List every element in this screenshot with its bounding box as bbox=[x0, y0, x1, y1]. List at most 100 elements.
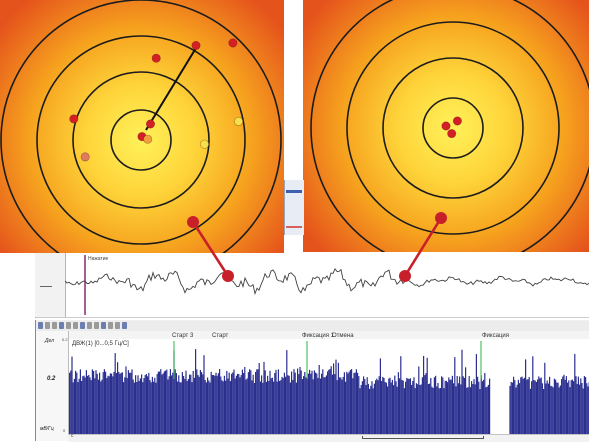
spectrum-bar bbox=[235, 379, 236, 435]
spectrum-bar bbox=[208, 381, 209, 435]
spectrum-bar bbox=[287, 375, 288, 434]
toolbar-button-13[interactable] bbox=[122, 322, 127, 329]
spectrum-bar bbox=[525, 359, 526, 434]
spectrum-bar bbox=[131, 369, 132, 434]
spectrum-bar bbox=[185, 371, 186, 434]
spectrum-bar bbox=[297, 369, 298, 434]
spectrum-bar bbox=[527, 379, 528, 434]
spectrum-bar bbox=[561, 379, 562, 434]
spectrum-bar bbox=[517, 385, 518, 434]
time-range-bracket[interactable] bbox=[362, 436, 484, 439]
toolbar-button-8[interactable] bbox=[87, 322, 92, 329]
spectrum-plot: ДВЖ(1) [0...0,5 Гц/С] bbox=[69, 339, 589, 434]
spectrum-bar bbox=[177, 382, 178, 435]
spectrum-bar bbox=[76, 373, 77, 434]
spectrum-bar bbox=[310, 374, 311, 434]
toolbar-button-5[interactable] bbox=[66, 322, 71, 329]
toolbar-button-4[interactable] bbox=[59, 322, 64, 329]
spectrum-bar bbox=[118, 372, 119, 434]
spectrum-bar bbox=[487, 387, 488, 434]
spectrum-bar bbox=[181, 382, 182, 434]
spectrum-bar bbox=[464, 378, 465, 434]
spectrum-bar bbox=[202, 374, 203, 434]
trace-line bbox=[65, 269, 589, 294]
spectrum-bar bbox=[151, 382, 152, 434]
spectrum-bar bbox=[572, 380, 573, 434]
spectrum-bar bbox=[556, 383, 557, 435]
spectrum-bar bbox=[451, 380, 452, 434]
spectrum-bar bbox=[230, 381, 231, 434]
spectrum-bar bbox=[164, 371, 165, 434]
spectrum-bar bbox=[241, 375, 242, 434]
spectrum-bar bbox=[531, 381, 532, 434]
spectrum-bar bbox=[466, 388, 467, 434]
spectrum-bar bbox=[98, 380, 99, 434]
spectrum-bar bbox=[191, 382, 192, 434]
spectrum-bar bbox=[513, 377, 514, 434]
spectrum-bar bbox=[124, 377, 125, 434]
spectrum-bar bbox=[346, 372, 347, 434]
spectrum-bar bbox=[207, 378, 208, 435]
scale-label-bottom: 0 bbox=[63, 428, 65, 433]
spectrum-bar bbox=[399, 378, 400, 434]
spectrum-bar bbox=[97, 374, 98, 434]
spectrum-bar bbox=[307, 379, 308, 434]
spectrum-bar bbox=[81, 381, 82, 434]
spectrum-bar bbox=[160, 369, 161, 434]
spectrum-bar bbox=[543, 389, 544, 434]
spectrum-bar bbox=[158, 372, 159, 434]
toolbar-button-9[interactable] bbox=[94, 322, 99, 329]
toolbar-button-2[interactable] bbox=[45, 322, 50, 329]
spectrum-bar bbox=[265, 370, 266, 434]
toolbar-button-3[interactable] bbox=[52, 322, 57, 329]
spectrum-bar bbox=[424, 375, 425, 434]
spectrum-bar bbox=[379, 376, 380, 434]
toolbar-button-11[interactable] bbox=[108, 322, 113, 329]
toolbar-button-6[interactable] bbox=[73, 322, 78, 329]
spectrum-bar bbox=[409, 379, 410, 434]
toolbar-button-7[interactable] bbox=[80, 322, 85, 329]
spectrum-bar bbox=[412, 381, 413, 434]
spectrum-bar bbox=[461, 350, 462, 434]
spectrum-bar bbox=[452, 376, 453, 434]
spectrum-bar bbox=[117, 362, 118, 434]
spectrum-bar bbox=[109, 376, 110, 434]
spectrum-bar bbox=[476, 354, 477, 434]
spectrum-bar bbox=[169, 376, 170, 434]
shot-marker-7 bbox=[81, 153, 89, 161]
spectrum-bar bbox=[105, 372, 106, 434]
spectrum-bar bbox=[377, 380, 378, 434]
toolbar-button-1[interactable] bbox=[38, 322, 43, 329]
spectrum-bar bbox=[171, 375, 172, 434]
spectrum-bar bbox=[155, 383, 156, 434]
shot-marker-5 bbox=[146, 120, 154, 128]
spectrum-bar bbox=[298, 374, 299, 434]
spectrum-bar bbox=[73, 382, 74, 434]
spectrum-bar bbox=[435, 376, 436, 434]
spectrum-bar bbox=[511, 382, 512, 434]
spectrum-bar bbox=[194, 378, 195, 434]
spectrum-bar bbox=[574, 354, 575, 434]
spectrum-bar bbox=[188, 379, 189, 434]
spectrum-bar bbox=[383, 378, 384, 434]
spectrum-bar bbox=[422, 377, 423, 434]
spectrum-bar bbox=[227, 379, 228, 434]
spectrum-bar bbox=[405, 382, 406, 434]
spectrum-bar bbox=[231, 374, 232, 434]
spectrum-bar bbox=[100, 382, 101, 435]
spectrum-bar bbox=[256, 369, 257, 434]
spectrum-bar bbox=[568, 380, 569, 434]
spectrum-bar bbox=[244, 367, 245, 434]
spectrum-bar bbox=[359, 388, 360, 434]
spectrum-bar bbox=[521, 377, 522, 434]
spectrum-bar bbox=[111, 374, 112, 434]
spectrum-bar bbox=[583, 389, 584, 435]
toolbar-button-12[interactable] bbox=[115, 322, 120, 329]
spectrum-bar bbox=[154, 378, 155, 434]
spectrum-bar bbox=[278, 369, 279, 434]
spectrum-bar bbox=[553, 387, 554, 434]
spectrum-bar bbox=[74, 379, 75, 434]
spectrum-bar bbox=[448, 377, 449, 434]
spectrum-bar bbox=[170, 369, 171, 434]
toolbar-button-10[interactable] bbox=[101, 322, 106, 329]
